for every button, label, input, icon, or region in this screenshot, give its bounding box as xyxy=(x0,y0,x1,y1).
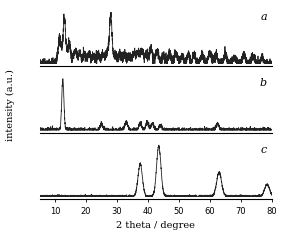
Text: c: c xyxy=(261,145,267,155)
Text: intensity (a.u.): intensity (a.u.) xyxy=(6,69,15,141)
Text: a: a xyxy=(260,12,267,22)
X-axis label: 2 theta / degree: 2 theta / degree xyxy=(116,221,195,230)
Text: b: b xyxy=(260,78,267,88)
